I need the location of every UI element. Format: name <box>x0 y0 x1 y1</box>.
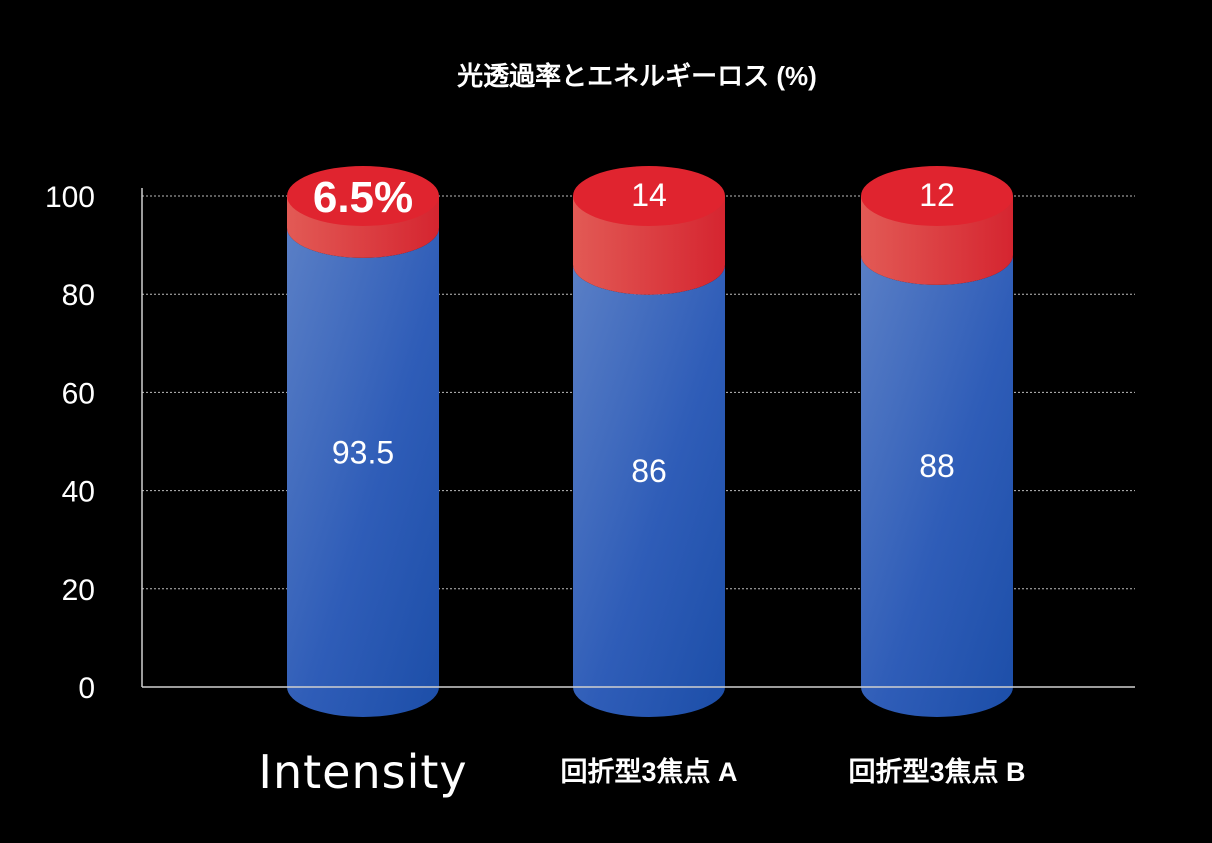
bars <box>287 166 1013 718</box>
bar-label-top: 12 <box>919 177 955 213</box>
y-tick-label: 60 <box>62 377 95 410</box>
bar-top-cap <box>287 166 439 226</box>
y-tick-label: 80 <box>62 279 95 312</box>
bar-label-top: 14 <box>631 177 667 213</box>
data-labels: 93.5 6.5% 86 14 88 12 <box>313 173 955 489</box>
y-axis: 0 20 40 60 80 100 <box>45 181 143 705</box>
y-tick-label: 40 <box>62 476 95 509</box>
bar-label-bottom: 88 <box>919 448 955 484</box>
y-tick-label: 0 <box>78 672 95 705</box>
y-tick-label: 100 <box>45 181 95 214</box>
bar-top-cap <box>861 166 1013 226</box>
bar-top-cap <box>573 166 725 226</box>
x-axis: Intensity 回折型3焦点 A 回折型3焦点 B <box>142 686 1135 799</box>
category-label: 回折型3焦点 B <box>848 756 1025 787</box>
bar-segment-bottom <box>287 227 439 717</box>
bar-label-bottom: 93.5 <box>332 434 394 470</box>
category-label: 回折型3焦点 A <box>560 756 737 787</box>
y-tick-label: 20 <box>62 574 95 607</box>
category-label: Intensity <box>258 745 467 799</box>
bar-segment-bottom <box>573 264 725 717</box>
bar-label-bottom: 86 <box>631 453 667 489</box>
bar-label-top: 6.5% <box>313 173 413 222</box>
bar-segment-bottom <box>861 254 1013 718</box>
chart-title: 光透過率とエネルギーロス (%) <box>456 61 817 91</box>
